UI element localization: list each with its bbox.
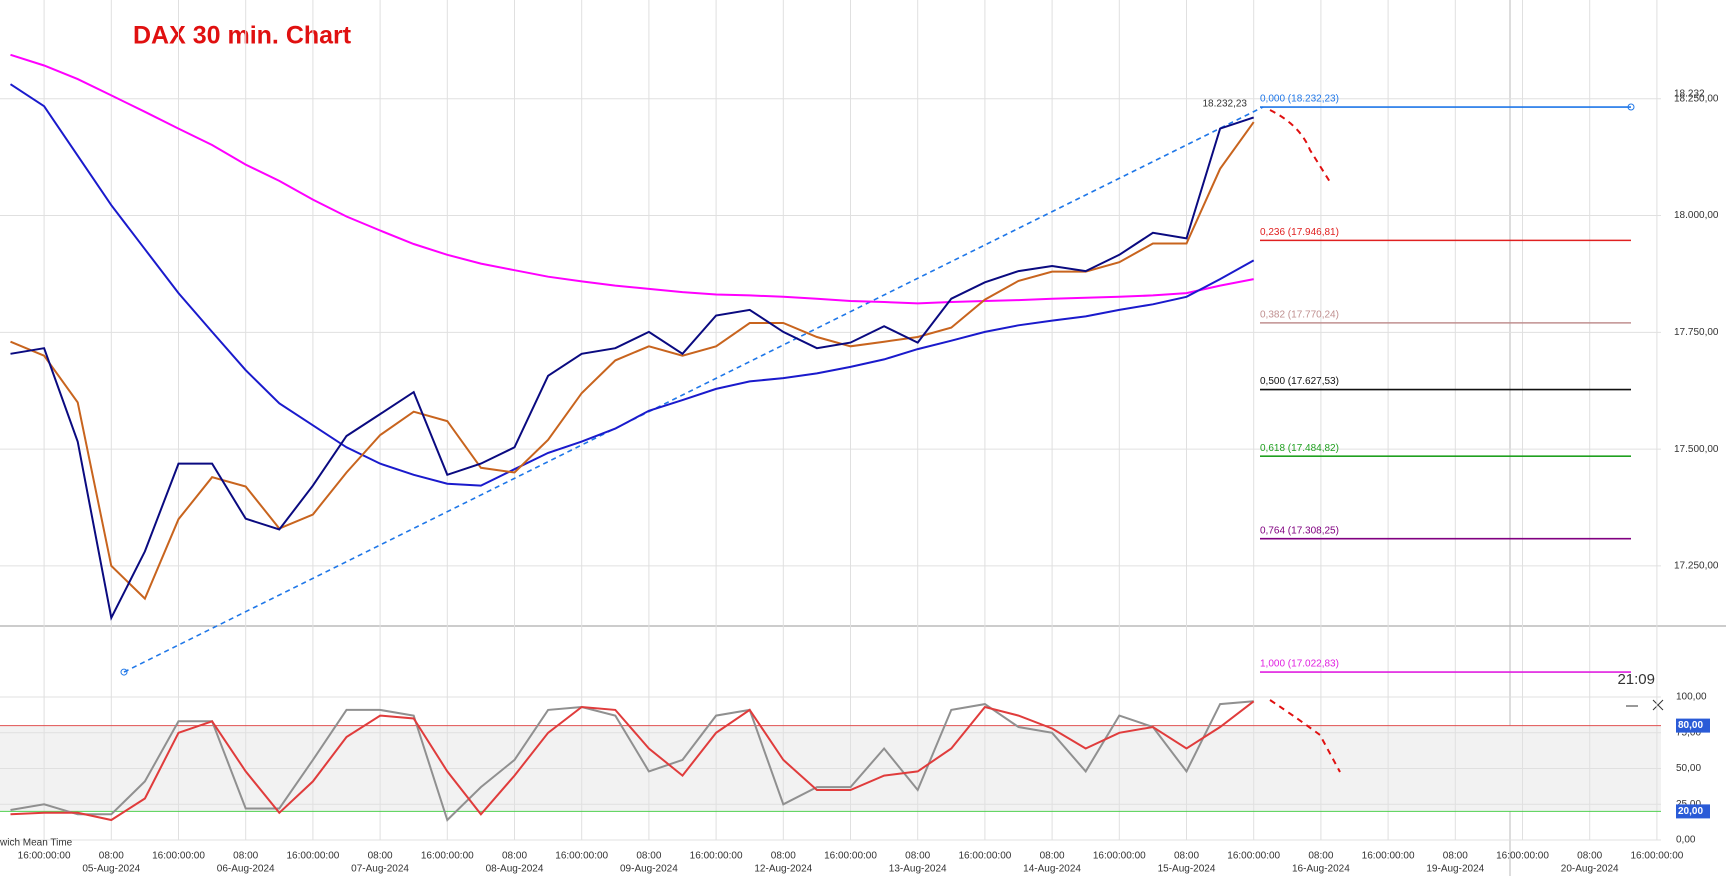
- fib-label: 1,000 (17.022,83): [1260, 659, 1339, 670]
- forecast-arrow: [1269, 699, 1341, 773]
- y-tick-label: 17.500,00: [1674, 444, 1719, 455]
- y-tick-label: 0,00: [1676, 835, 1696, 846]
- trend-handle: [1627, 103, 1635, 111]
- x-tick-label: 08:00: [1174, 851, 1199, 862]
- x-date-label: 13-Aug-2024: [889, 864, 947, 875]
- y-tick-label: 100,00: [1676, 692, 1707, 703]
- chart-title: DAX 30 min. Chart: [133, 22, 352, 50]
- x-tick-label: 16:00:00:00: [152, 851, 205, 862]
- x-date-label: 14-Aug-2024: [1023, 864, 1081, 875]
- y-tick-label: 17.250,00: [1674, 561, 1719, 572]
- series-line: [10, 116, 1255, 621]
- level-label: 80,00: [1678, 720, 1703, 731]
- time-label: 21:09: [1617, 671, 1655, 688]
- fib-label: 0,618 (17.484,82): [1260, 443, 1339, 454]
- high-label: 18.232,23: [1203, 99, 1248, 110]
- series-line: [9, 83, 1255, 487]
- trend-handle: [120, 668, 128, 676]
- fib-label: 0,382 (17.770,24): [1260, 310, 1339, 321]
- x-date-label: 20-Aug-2024: [1561, 864, 1619, 875]
- y-tick-label: 50,00: [1676, 763, 1701, 774]
- x-tick-label: 16:00:00:00: [824, 851, 877, 862]
- x-date-label: 06-Aug-2024: [217, 864, 275, 875]
- x-tick-label: 08:00: [1040, 851, 1065, 862]
- x-tick-label: 08:00: [368, 851, 393, 862]
- x-tick-label: 08:00: [502, 851, 527, 862]
- fib-label: 0,764 (17.308,25): [1260, 525, 1339, 536]
- level-badge: [1676, 804, 1710, 819]
- x-tick-label: 08:00: [233, 851, 258, 862]
- series-line: [10, 121, 1255, 601]
- x-tick-label: 16:00:00:00: [1227, 851, 1280, 862]
- series-line: [10, 700, 1255, 822]
- level-badge: [1676, 718, 1710, 733]
- x-tick-label: 16:00:00:00: [1362, 851, 1415, 862]
- trendline: [123, 106, 1264, 673]
- y-tick-label: 75,00: [1676, 727, 1701, 738]
- x-date-label: 05-Aug-2024: [82, 864, 140, 875]
- x-tick-label: 08:00: [99, 851, 124, 862]
- fib-label: 0,000 (18.232,23): [1260, 94, 1339, 105]
- x-tick-label: 16:00:00:00: [690, 851, 743, 862]
- x-date-label: 19-Aug-2024: [1426, 864, 1484, 875]
- x-tick-label: 16:00:00:00: [1093, 851, 1146, 862]
- level-label: 20,00: [1678, 806, 1703, 817]
- y-tick-label: 18.000,00: [1674, 210, 1719, 221]
- forecast-arrow: [1269, 109, 1331, 183]
- x-date-label: 08-Aug-2024: [486, 864, 544, 875]
- y-tick-label: 25,00: [1676, 799, 1701, 810]
- fib-label: 0,500 (17.627,53): [1260, 376, 1339, 387]
- x-tick-label: 16:00:00:00: [421, 851, 474, 862]
- series-line: [10, 700, 1254, 822]
- x-tick-label: 16:00:00:00: [1630, 851, 1683, 862]
- series-line: [10, 53, 1254, 305]
- right-price-label: 18.232: [1674, 89, 1705, 100]
- y-tick-label: 18.250,00: [1674, 93, 1719, 104]
- x-tick-label: 16:00:00:00: [18, 851, 71, 862]
- fib-label: 0,236 (17.946,81): [1260, 227, 1339, 238]
- x-tick-label: 08:00: [771, 851, 796, 862]
- x-date-label: 12-Aug-2024: [754, 864, 812, 875]
- x-tick-label: 16:00:00:00: [555, 851, 608, 862]
- x-date-label: 16-Aug-2024: [1292, 864, 1350, 875]
- y-tick-label: 17.750,00: [1674, 327, 1719, 338]
- x-tick-label: 16:00:00:00: [1496, 851, 1549, 862]
- x-tick-label: 08:00: [1577, 851, 1602, 862]
- x-date-label: 07-Aug-2024: [351, 864, 409, 875]
- x-tick-label: 08:00: [1443, 851, 1468, 862]
- x-date-label: 09-Aug-2024: [620, 864, 678, 875]
- timezone-label: wich Mean Time: [0, 838, 73, 849]
- x-date-label: 15-Aug-2024: [1158, 864, 1216, 875]
- x-tick-label: 16:00:00:00: [958, 851, 1011, 862]
- x-tick-label: 08:00: [905, 851, 930, 862]
- close-icon[interactable]: [1652, 699, 1664, 711]
- x-tick-label: 08:00: [636, 851, 661, 862]
- x-tick-label: 16:00:00:00: [286, 851, 339, 862]
- x-tick-label: 08:00: [1308, 851, 1333, 862]
